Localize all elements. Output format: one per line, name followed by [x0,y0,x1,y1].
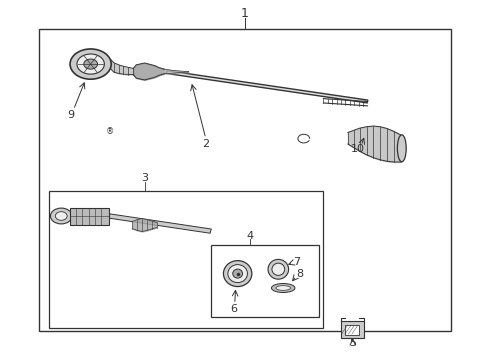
Bar [49,191,323,328]
Circle shape [55,212,67,220]
Bar [341,321,364,338]
Text: 7: 7 [293,257,300,267]
Polygon shape [109,214,211,233]
Text: 5: 5 [349,338,356,348]
Text: 2: 2 [202,139,209,149]
Text: 10: 10 [351,144,365,154]
Ellipse shape [272,263,285,275]
Ellipse shape [276,286,291,290]
Polygon shape [166,71,368,103]
Circle shape [77,54,104,74]
Ellipse shape [223,261,252,287]
Ellipse shape [268,259,289,279]
Circle shape [50,208,72,224]
Circle shape [84,59,98,69]
Text: 9: 9 [68,110,74,120]
Ellipse shape [233,269,243,278]
Text: ®: ® [106,127,114,136]
Ellipse shape [397,135,406,162]
Bar [211,245,318,317]
Ellipse shape [228,265,247,283]
Text: 3: 3 [141,173,148,183]
Ellipse shape [271,284,295,292]
Text: 1: 1 [241,7,249,20]
Text: 6: 6 [231,303,238,314]
Bar [345,325,359,335]
Bar [39,29,451,331]
Circle shape [70,49,111,79]
Bar [70,208,109,225]
Text: 8: 8 [296,269,303,279]
Text: 4: 4 [246,231,253,241]
